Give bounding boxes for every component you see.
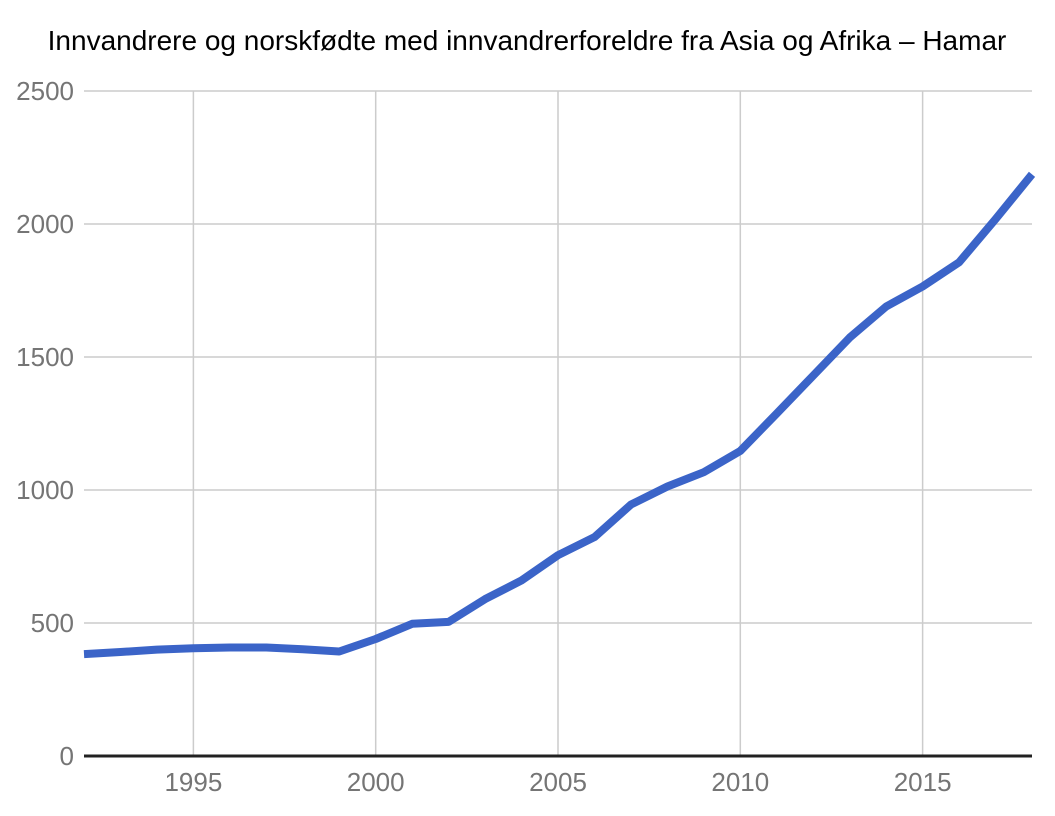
y-axis-labels: 0 500 1000 1500 2000 2500: [16, 76, 74, 771]
y-tick-label-2500: 2500: [16, 76, 74, 106]
x-tick-label-2010: 2010: [711, 767, 769, 797]
data-series-line: [83, 171, 1036, 659]
y-tick-label-0: 0: [60, 741, 74, 771]
x-tick-label-2000: 2000: [347, 767, 405, 797]
y-tick-label-2000: 2000: [16, 209, 74, 239]
x-gridlines: [192, 91, 924, 756]
x-tick-label-1995: 1995: [164, 767, 222, 797]
x-axis-labels: 1995 2000 2005 2010 2015: [164, 767, 951, 797]
y-tick-label-1500: 1500: [16, 342, 74, 372]
y-tick-label-1000: 1000: [16, 475, 74, 505]
x-tick-label-2015: 2015: [894, 767, 952, 797]
x-tick-label-2005: 2005: [529, 767, 587, 797]
chart-title: Innvandrere og norskfødte med innvandrer…: [48, 25, 1007, 56]
y-tick-label-500: 500: [31, 608, 74, 638]
